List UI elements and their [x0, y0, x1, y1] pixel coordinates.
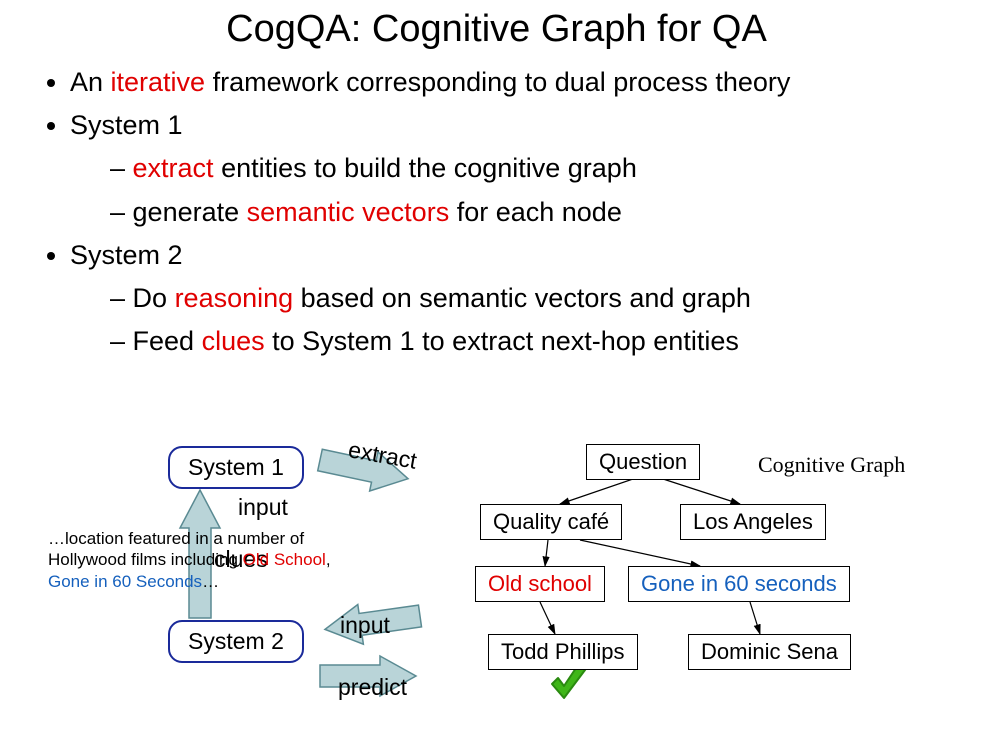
- bullet-system1: System 1 extract entities to build the c…: [70, 104, 993, 234]
- label-input-1: input: [238, 494, 288, 521]
- label-predict: predict: [338, 674, 407, 701]
- txt-em: Old School: [238, 550, 326, 569]
- label-input-2: input: [340, 612, 390, 639]
- bullet-reasoning: Do reasoning based on semantic vectors a…: [110, 277, 993, 320]
- slide-body: An iterative framework corresponding to …: [30, 61, 993, 363]
- txt-em: iterative: [111, 67, 206, 97]
- node-old-school: Old school: [475, 566, 605, 602]
- bullet-clues: Feed clues to System 1 to extract next-h…: [110, 320, 993, 363]
- txt-em: reasoning: [175, 283, 294, 313]
- node-gone-60: Gone in 60 seconds: [628, 566, 850, 602]
- node-question: Question: [586, 444, 700, 480]
- txt: An: [70, 67, 111, 97]
- node-quality-cafe: Quality café: [480, 504, 622, 540]
- txt: ,: [326, 550, 331, 569]
- bullet-iterative: An iterative framework corresponding to …: [70, 61, 993, 104]
- txt: Do: [133, 283, 175, 313]
- bullet-extract: extract entities to build the cognitive …: [110, 147, 993, 190]
- node-los-angeles: Los Angeles: [680, 504, 826, 540]
- bullet-semantic: generate semantic vectors for each node: [110, 191, 993, 234]
- label-cognitive-graph: Cognitive Graph: [758, 452, 905, 478]
- node-todd-phillips: Todd Phillips: [488, 634, 638, 670]
- txt-em: extract: [133, 153, 214, 183]
- txt: generate: [133, 197, 247, 227]
- system2-node: System 2: [168, 620, 304, 663]
- txt: …: [202, 572, 219, 591]
- txt-link: Gone in 60 Seconds: [48, 572, 202, 591]
- snippet-text: …location featured in a number of Hollyw…: [48, 528, 368, 592]
- txt: framework corresponding to dual process …: [205, 67, 790, 97]
- page-title: CogQA: Cognitive Graph for QA: [0, 8, 993, 51]
- txt: to System 1 to extract next-hop entities: [265, 326, 739, 356]
- txt-em: semantic vectors: [247, 197, 450, 227]
- txt: based on semantic vectors and graph: [293, 283, 751, 313]
- txt: for each node: [449, 197, 622, 227]
- bullet-system2: System 2 Do reasoning based on semantic …: [70, 234, 993, 364]
- node-dominic-sena: Dominic Sena: [688, 634, 851, 670]
- txt: System 1: [70, 110, 183, 140]
- diagram-area: System 1 System 2 extract input clues in…: [0, 428, 993, 728]
- txt-em: clues: [202, 326, 265, 356]
- txt: entities to build the cognitive graph: [214, 153, 637, 183]
- txt: System 2: [70, 240, 183, 270]
- txt: Feed: [133, 326, 202, 356]
- system1-node: System 1: [168, 446, 304, 489]
